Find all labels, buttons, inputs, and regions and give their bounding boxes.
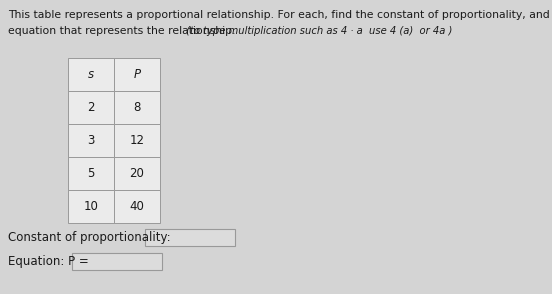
Bar — [114, 124, 160, 157]
Text: Constant of proportionality:: Constant of proportionality: — [8, 231, 171, 245]
Bar — [114, 58, 160, 91]
Text: 10: 10 — [83, 200, 98, 213]
Text: 5: 5 — [87, 167, 95, 180]
Bar — [114, 91, 160, 124]
Bar — [68, 190, 114, 223]
Text: 40: 40 — [130, 200, 145, 213]
Bar — [68, 91, 114, 124]
Text: (to type multiplication such as 4 · a  use 4 (a)  or 4a ): (to type multiplication such as 4 · a us… — [183, 26, 453, 36]
Bar — [145, 229, 235, 246]
Bar — [114, 157, 160, 190]
Text: 3: 3 — [87, 134, 95, 147]
Bar — [72, 253, 162, 270]
Text: Equation: P =: Equation: P = — [8, 255, 89, 268]
Text: 8: 8 — [134, 101, 141, 114]
Bar — [68, 58, 114, 91]
Text: equation that represents the relationship.: equation that represents the relationshi… — [8, 26, 236, 36]
Bar — [114, 190, 160, 223]
Bar — [68, 124, 114, 157]
Text: 2: 2 — [87, 101, 95, 114]
Text: 12: 12 — [130, 134, 145, 147]
Bar — [68, 157, 114, 190]
Text: s: s — [88, 68, 94, 81]
Text: 20: 20 — [130, 167, 145, 180]
Text: P: P — [134, 68, 141, 81]
Text: This table represents a proportional relationship. For each, find the constant o: This table represents a proportional rel… — [8, 10, 552, 20]
